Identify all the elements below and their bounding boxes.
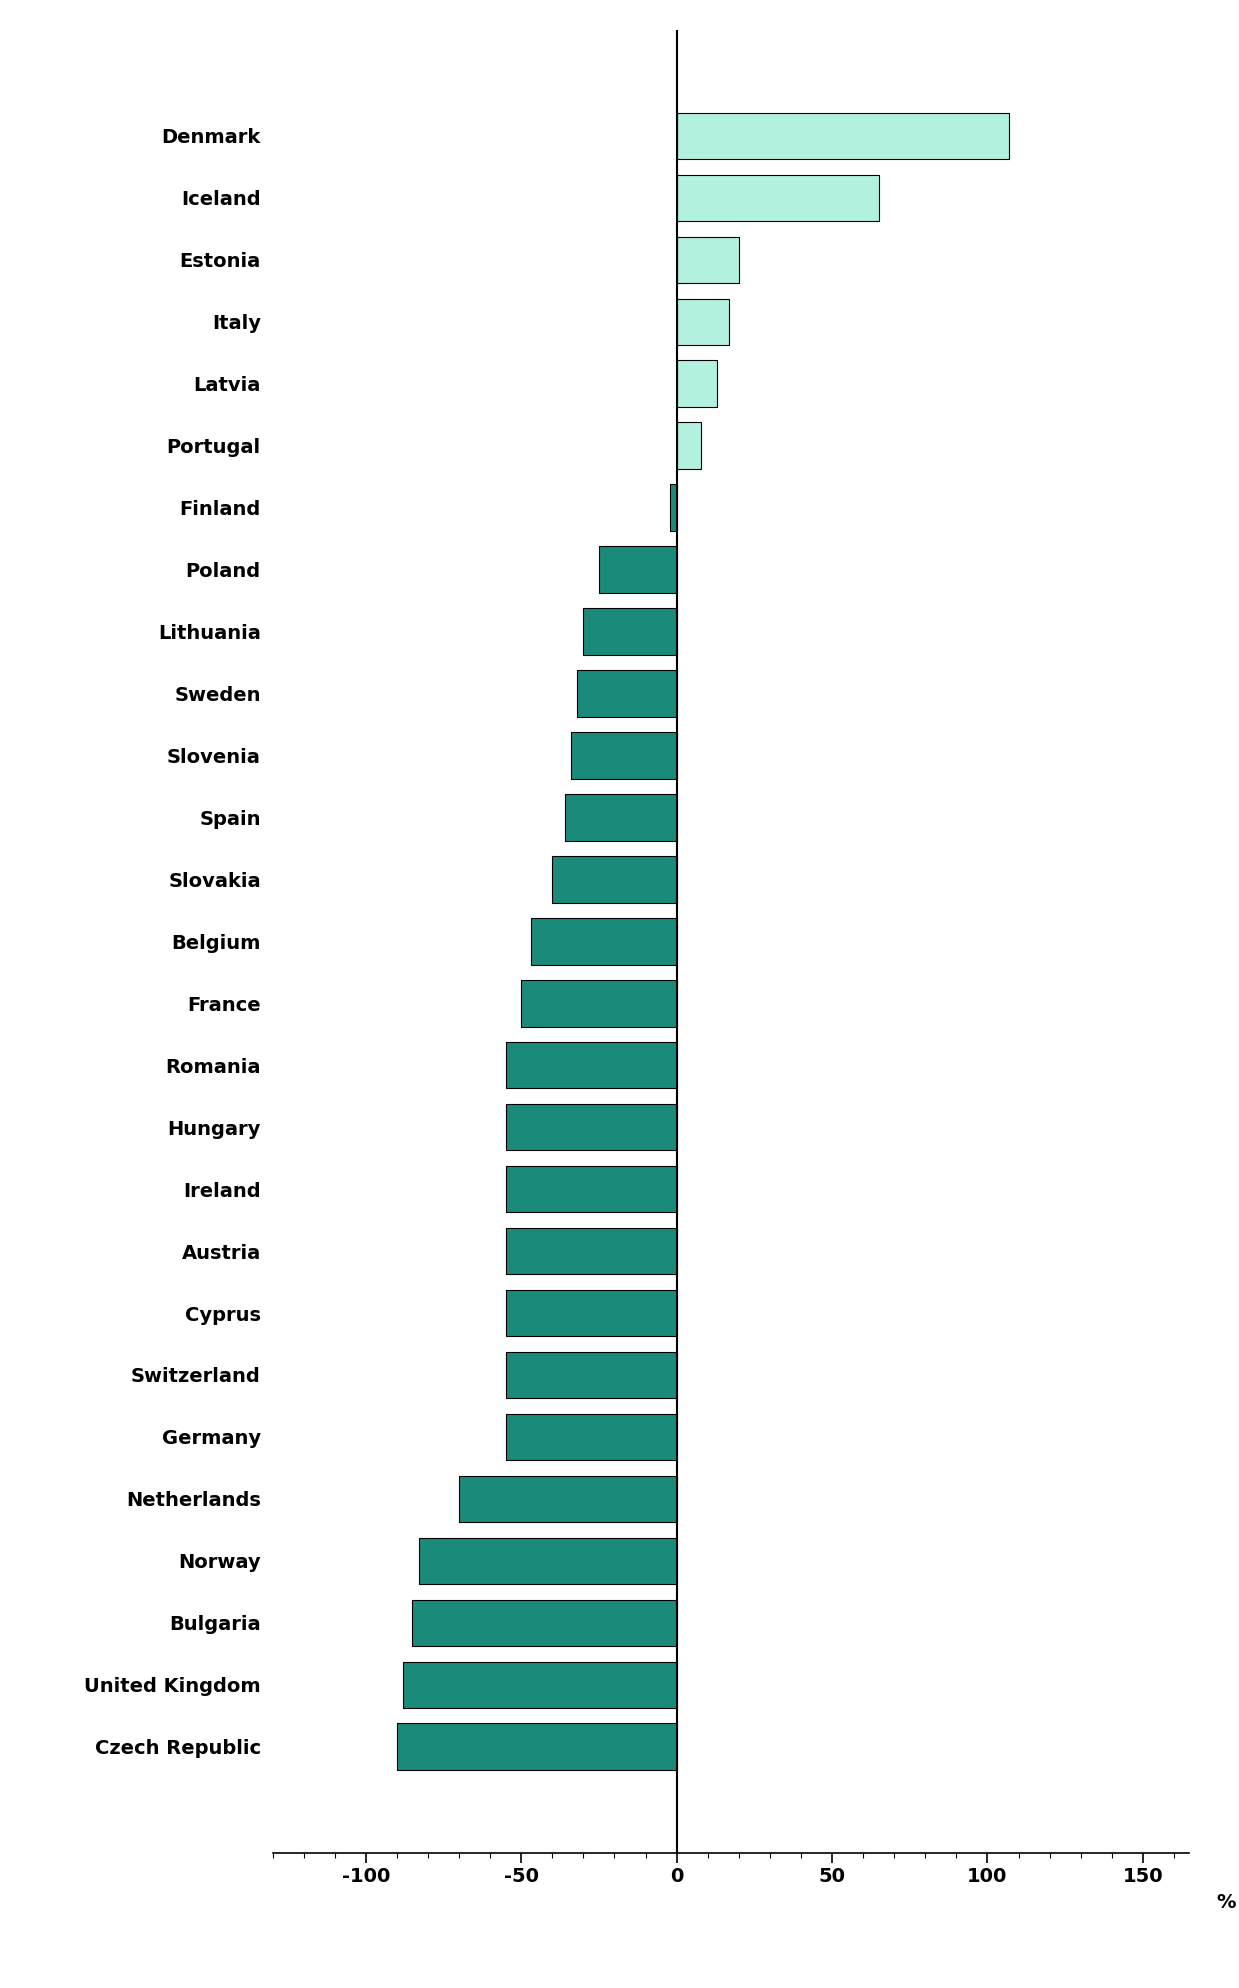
Bar xyxy=(506,1165,676,1213)
Bar xyxy=(676,360,717,408)
Bar xyxy=(506,1290,676,1336)
Bar xyxy=(598,547,676,592)
Bar xyxy=(530,918,676,964)
Bar xyxy=(571,732,676,779)
Bar xyxy=(506,1229,676,1274)
Bar xyxy=(565,793,676,841)
Bar xyxy=(676,113,1010,159)
Bar xyxy=(676,423,701,469)
Bar xyxy=(403,1662,676,1708)
Bar xyxy=(676,237,738,282)
Bar xyxy=(584,608,676,654)
Bar xyxy=(419,1537,676,1584)
X-axis label: %: % xyxy=(1217,1893,1235,1912)
Bar xyxy=(460,1475,676,1523)
Bar xyxy=(553,857,676,903)
Bar xyxy=(506,1352,676,1398)
Bar xyxy=(676,298,730,346)
Bar xyxy=(670,485,676,531)
Bar xyxy=(522,980,676,1026)
Bar xyxy=(506,1103,676,1151)
Bar xyxy=(506,1042,676,1089)
Bar xyxy=(396,1724,676,1769)
Bar xyxy=(506,1413,676,1459)
Bar xyxy=(413,1600,676,1646)
Bar xyxy=(676,175,878,221)
Bar xyxy=(577,670,676,718)
